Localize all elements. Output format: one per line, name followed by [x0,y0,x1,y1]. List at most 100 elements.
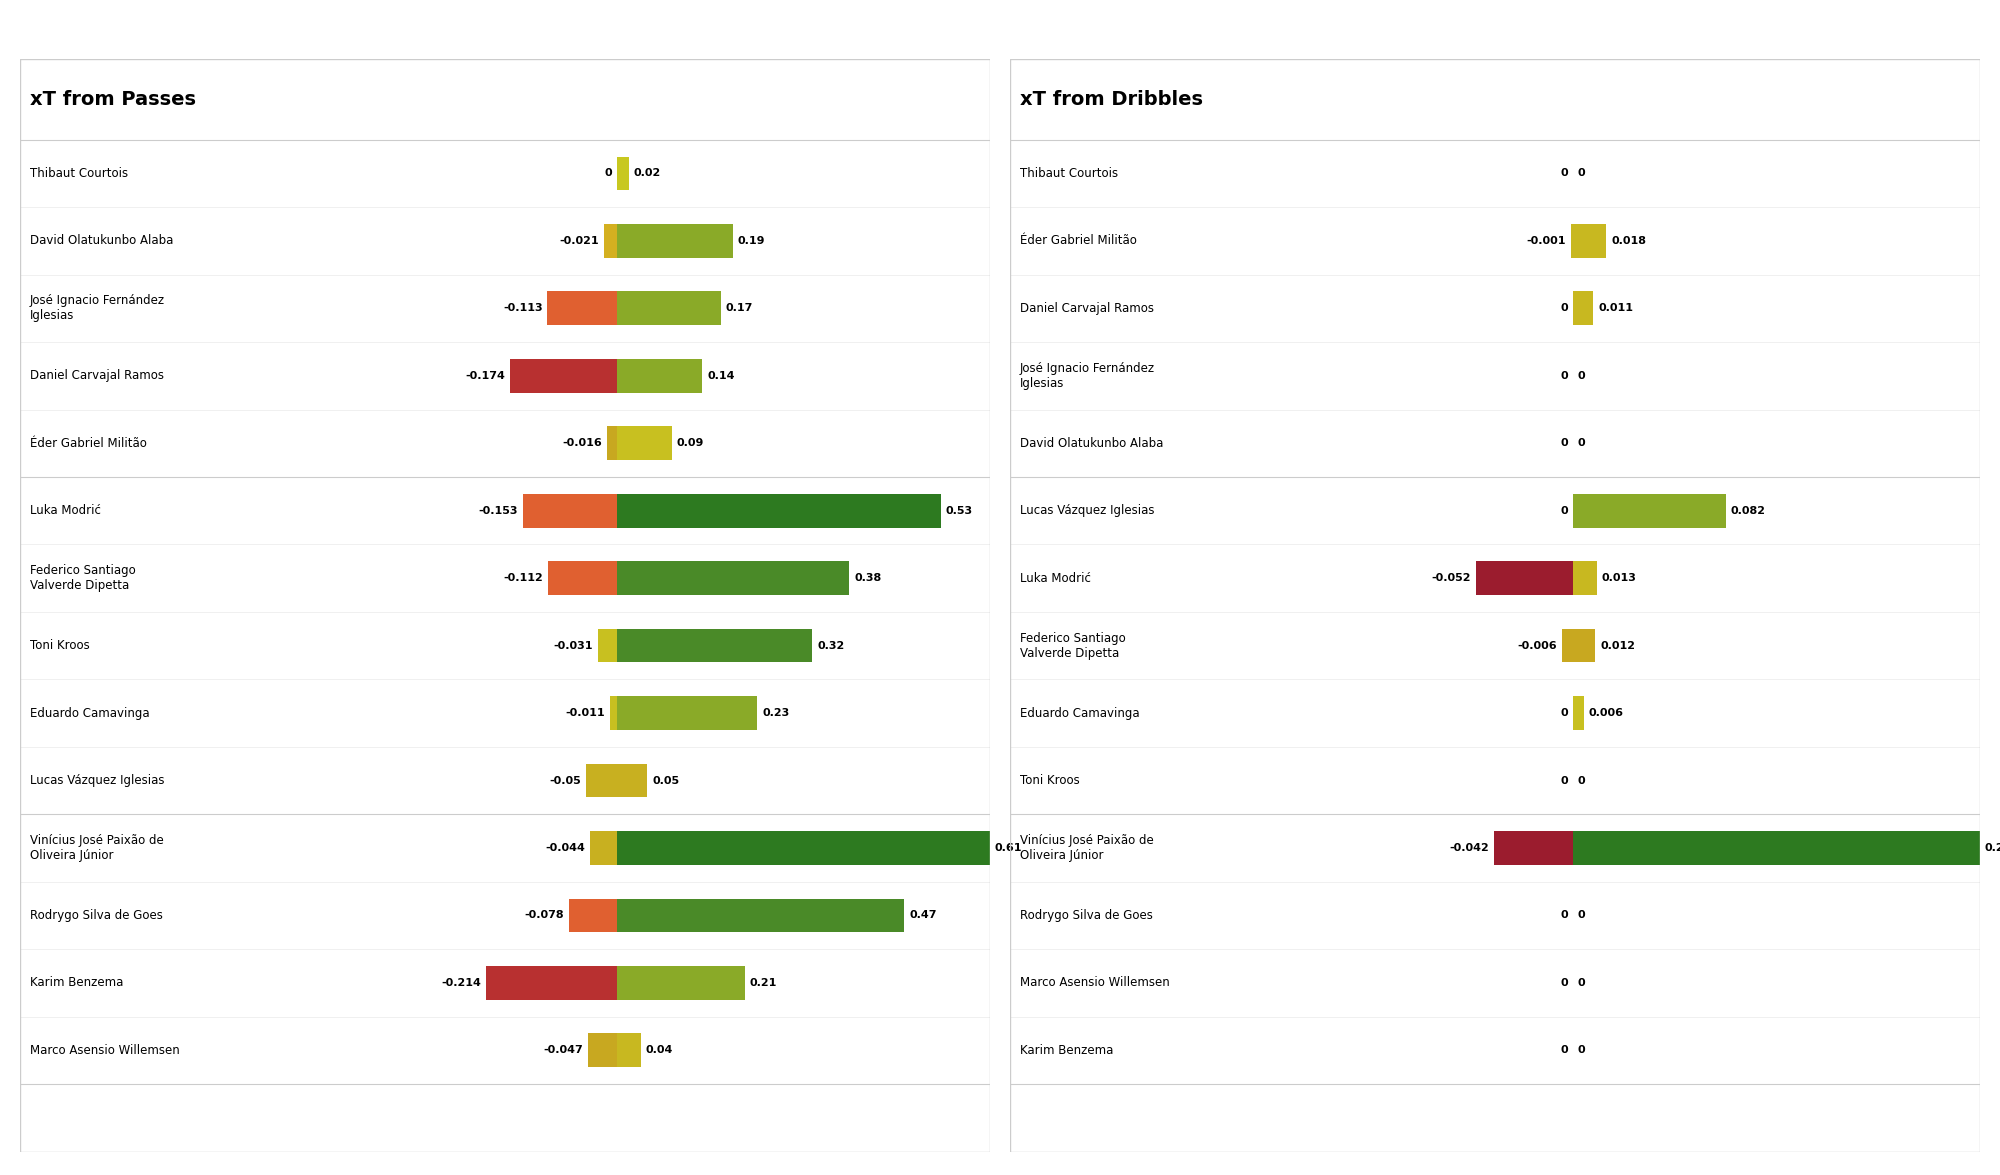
Text: Federico Santiago
Valverde Dipetta: Federico Santiago Valverde Dipetta [1020,632,1126,659]
Bar [604,224,616,257]
Text: -0.113: -0.113 [502,303,542,314]
Text: -0.153: -0.153 [478,505,518,516]
Text: 0: 0 [1560,911,1568,920]
Text: 0: 0 [1578,911,1586,920]
Text: 0: 0 [1578,371,1586,381]
Text: 0.05: 0.05 [652,776,680,786]
Text: 0.19: 0.19 [738,236,766,246]
Bar [616,629,812,663]
Text: 0: 0 [1578,1046,1586,1055]
Bar [616,358,702,392]
Text: Eduardo Camavinga: Eduardo Camavinga [30,706,150,719]
Text: 0.218: 0.218 [1984,842,2000,853]
Text: Daniel Carvajal Ramos: Daniel Carvajal Ramos [30,369,164,382]
Text: 0: 0 [1560,168,1568,179]
Text: 0.47: 0.47 [910,911,936,920]
Bar [568,899,616,932]
Bar [522,494,616,528]
Text: 0.082: 0.082 [1730,505,1766,516]
Bar [616,494,942,528]
Text: Marco Asensio Willemsen: Marco Asensio Willemsen [1020,976,1170,989]
Text: Rodrygo Silva de Goes: Rodrygo Silva de Goes [30,909,162,922]
Bar [616,156,628,190]
Text: 0: 0 [604,168,612,179]
Text: 0.012: 0.012 [1600,640,1636,651]
Bar [616,562,850,595]
Text: -0.047: -0.047 [544,1046,582,1055]
Text: 0: 0 [1560,505,1568,516]
Text: 0: 0 [1578,978,1586,988]
Text: Vinícius José Paixão de
Oliveira Júnior: Vinícius José Paixão de Oliveira Júnior [1020,834,1154,862]
Text: -0.214: -0.214 [440,978,480,988]
Text: Éder Gabriel Militão: Éder Gabriel Militão [1020,234,1136,248]
Bar [616,966,746,1000]
Bar [616,831,990,865]
Text: 0.61: 0.61 [994,842,1022,853]
Bar [548,291,616,325]
Bar [588,1034,616,1067]
Text: Toni Kroos: Toni Kroos [30,639,90,652]
Text: 0.018: 0.018 [1612,236,1646,246]
Text: -0.042: -0.042 [1450,842,1490,853]
Bar [590,831,616,865]
Bar [1572,291,1594,325]
Text: Vinícius José Paixão de
Oliveira Júnior: Vinícius José Paixão de Oliveira Júnior [30,834,164,862]
Text: 0.006: 0.006 [1588,709,1624,718]
Bar [1572,224,1606,257]
Text: 0.09: 0.09 [676,438,704,448]
Text: -0.078: -0.078 [524,911,564,920]
Bar [1562,629,1572,663]
Text: 0.38: 0.38 [854,573,882,583]
Bar [616,1034,642,1067]
Text: 0: 0 [1560,709,1568,718]
Bar [610,696,616,730]
Text: -0.011: -0.011 [566,709,606,718]
Bar [586,764,616,798]
Text: José Ignacio Fernández
Iglesias: José Ignacio Fernández Iglesias [30,294,164,322]
Text: -0.044: -0.044 [544,842,584,853]
Text: Eduardo Camavinga: Eduardo Camavinga [1020,706,1140,719]
Text: 0: 0 [1560,303,1568,314]
Text: 0.04: 0.04 [646,1046,674,1055]
Text: Thibaut Courtois: Thibaut Courtois [1020,167,1118,180]
Text: 0: 0 [1560,438,1568,448]
Bar [1476,562,1572,595]
Bar [1572,831,1980,865]
Text: 0.14: 0.14 [708,371,734,381]
Bar [1572,629,1596,663]
Text: 0.21: 0.21 [750,978,778,988]
Text: 0.23: 0.23 [762,709,790,718]
Text: Luka Modrić: Luka Modrić [1020,572,1090,585]
Text: David Olatukunbo Alaba: David Olatukunbo Alaba [1020,437,1164,450]
Text: -0.031: -0.031 [554,640,592,651]
Text: 0: 0 [1560,1046,1568,1055]
Bar [1494,831,1572,865]
Bar [1572,696,1584,730]
Text: xT from Dribbles: xT from Dribbles [1020,89,1202,109]
Text: 0: 0 [1560,371,1568,381]
Bar [598,629,616,663]
Text: -0.052: -0.052 [1432,573,1470,583]
Bar [616,764,648,798]
Text: -0.016: -0.016 [562,438,602,448]
Text: Lucas Vázquez Iglesias: Lucas Vázquez Iglesias [1020,504,1154,517]
Text: -0.174: -0.174 [466,371,506,381]
Text: Rodrygo Silva de Goes: Rodrygo Silva de Goes [1020,909,1152,922]
Text: -0.001: -0.001 [1526,236,1566,246]
Text: 0: 0 [1560,978,1568,988]
Text: José Ignacio Fernández
Iglesias: José Ignacio Fernández Iglesias [1020,362,1154,390]
Text: 0: 0 [1578,438,1586,448]
Text: Luka Modrić: Luka Modrić [30,504,100,517]
Text: Federico Santiago
Valverde Dipetta: Federico Santiago Valverde Dipetta [30,564,136,592]
Bar [616,899,904,932]
Text: 0.53: 0.53 [946,505,974,516]
Text: xT from Passes: xT from Passes [30,89,196,109]
Text: Toni Kroos: Toni Kroos [1020,774,1080,787]
Text: 0.02: 0.02 [634,168,660,179]
Bar [616,427,672,461]
Text: Karim Benzema: Karim Benzema [1020,1043,1114,1056]
Bar [548,562,616,595]
Text: 0.17: 0.17 [726,303,752,314]
Text: Daniel Carvajal Ramos: Daniel Carvajal Ramos [1020,302,1154,315]
Bar [616,291,720,325]
